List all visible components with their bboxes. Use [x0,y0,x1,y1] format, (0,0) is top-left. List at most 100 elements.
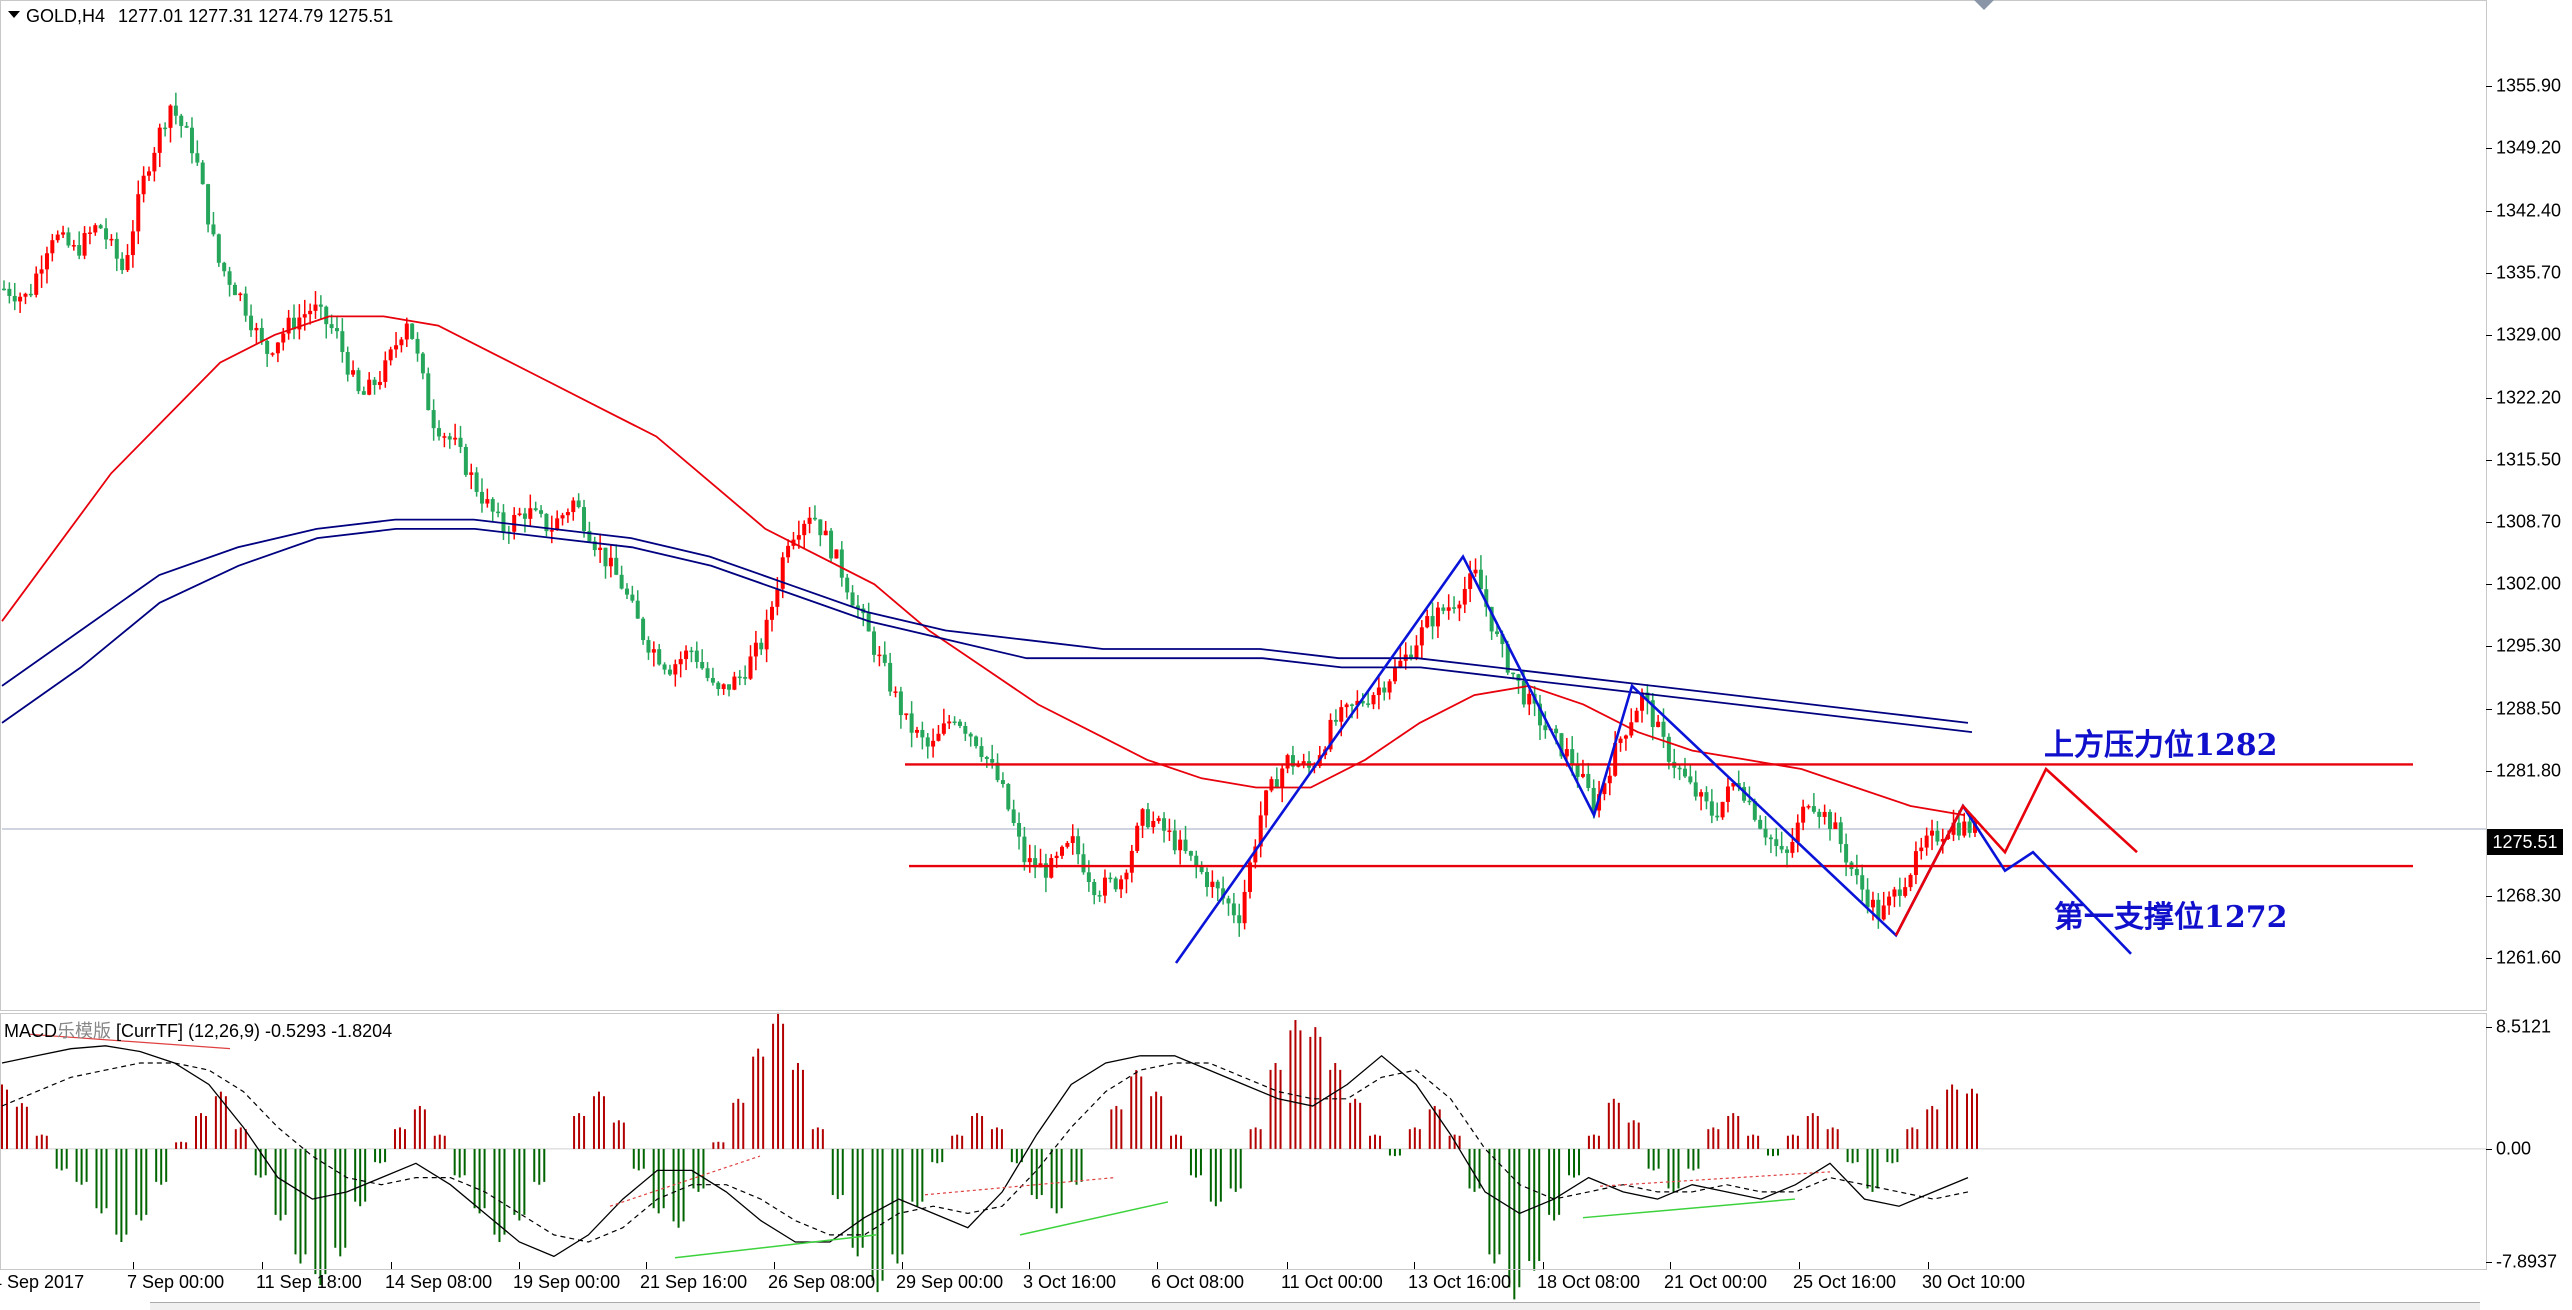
candle-body [1854,869,1859,876]
candle-body [1962,821,1967,836]
candle-body [1559,733,1564,757]
candle-body [834,549,839,559]
candle-body [453,437,458,440]
candle-body [211,224,216,235]
candle-body [1194,855,1199,866]
candle-body [1666,736,1671,762]
candle-body [1097,895,1102,897]
candle-body [179,115,184,126]
candle-body [1640,692,1645,711]
candle-body [1221,888,1226,899]
time-tick-label: 18 Oct 08:00 [1537,1272,1641,1292]
candle-body [410,323,415,339]
candle-body [1022,836,1027,863]
candle-body [517,513,522,515]
candle-body [786,545,791,558]
candle-body [1709,801,1714,816]
candle-body [1049,858,1054,878]
divergence-line-red [1599,1171,1831,1187]
candle-body [1817,811,1822,817]
candle-body [313,304,318,311]
candle-body [845,577,850,593]
candle-body [496,511,501,514]
candle-body [367,379,372,395]
candle-body [1457,604,1462,609]
candle-body [1086,872,1091,882]
candle-body [1108,877,1113,880]
candle-body [275,342,280,354]
candle-body [1892,889,1897,897]
candle-body [114,238,119,259]
macd-header: MACD乐模版 [CurrTF] (12,26,9) -0.5293 -1.82… [4,1017,392,1043]
candle-body [281,333,286,343]
candle-body [1113,878,1118,890]
candle-body [87,232,92,234]
candle-body [109,238,114,241]
candle-body [1913,851,1918,876]
candle-body [780,557,785,589]
candle-body [1178,839,1183,851]
candle-body [952,721,957,723]
candle-body [877,654,882,657]
candle-body [1081,854,1086,873]
candle-body [1301,761,1306,765]
candle-body [1392,666,1397,682]
candle-body [490,499,495,512]
candle-body [361,391,366,395]
candle-body [1269,779,1274,791]
candle-body [866,613,871,632]
time-tick-mark [774,1262,775,1269]
candle-body [1580,773,1585,777]
candle-body [1264,790,1269,816]
candle-body [925,737,930,747]
candle-body [705,668,710,678]
candle-body [1844,844,1849,863]
candle-body [1591,787,1596,811]
candle-body [1210,881,1215,888]
candle-body [189,127,194,154]
candle-body [673,664,678,675]
candle-body [1247,862,1252,892]
candle-body [1237,915,1242,924]
current-price-label: 1275.51 [2487,829,2563,855]
horizontal-scrollbar[interactable] [150,1302,2480,1310]
candle-body [1017,823,1022,837]
candle-body [12,295,17,302]
time-tick-label: 3 Oct 16:00 [1023,1272,1117,1292]
candle-body [1806,806,1811,808]
candle-body [1795,822,1800,842]
macd-tick-label: 8.5121 [2496,1016,2552,1037]
candle-body [243,293,248,316]
ohlc-values: 1277.01 1277.31 1274.79 1275.51 [118,6,394,26]
candle-body [904,713,909,716]
time-tick-label: 13 Oct 16:00 [1408,1272,1512,1292]
candle-body [721,684,726,690]
candle-body [388,349,393,361]
candle-body [1333,719,1338,722]
candle-body [657,649,662,665]
candle-body [1940,839,1945,842]
candle-body [1231,903,1236,916]
candle-body [1011,809,1016,824]
dropdown-icon[interactable] [8,11,20,18]
candle-body [485,499,490,504]
candle-body [624,588,629,595]
candle-body [232,284,237,296]
candle-body [764,619,769,650]
candle-body [737,676,742,679]
candle-body [576,500,581,508]
candle-body [1656,721,1661,728]
price-tick-mark [2486,709,2492,710]
candle-body [1344,704,1349,708]
candle-body [1162,818,1167,831]
candle-body [689,650,694,653]
divergence-line-red [609,1155,761,1207]
candle-body [1129,850,1134,873]
candle-body [1645,692,1650,701]
candle-body [1065,842,1070,847]
candle-body [1500,633,1505,645]
collapse-triangle-icon[interactable] [1974,0,1994,10]
candle-body [1785,849,1790,853]
candle-body [254,327,259,331]
